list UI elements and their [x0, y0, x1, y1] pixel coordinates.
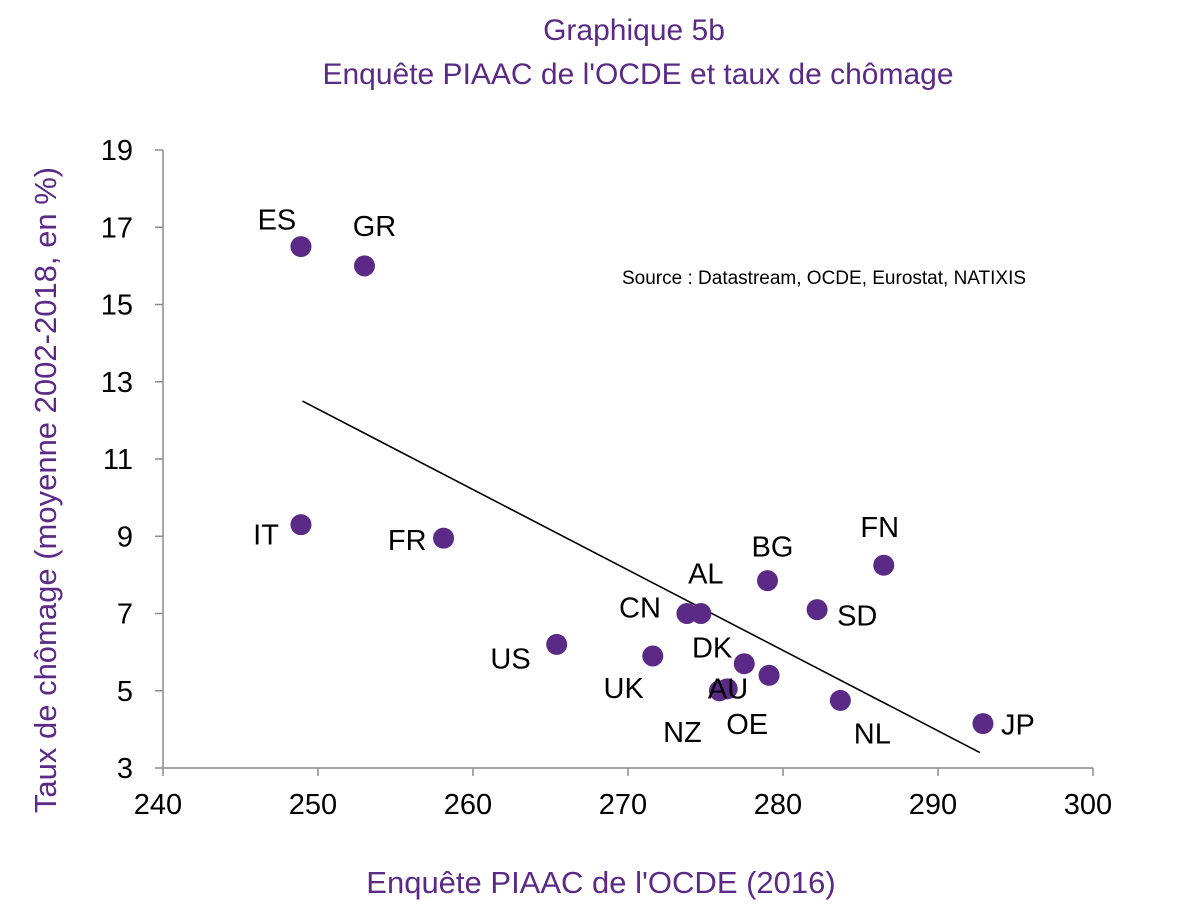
y-tick-label: 17 [101, 212, 133, 244]
point-label-uk: UK [604, 673, 645, 705]
y-tick-label: 3 [117, 753, 133, 785]
point-al [690, 603, 712, 624]
point-nl [829, 689, 851, 711]
y-tick-label: 13 [101, 367, 133, 399]
source-note: Source : Datastream, OCDE, Eurostat, NAT… [622, 268, 1026, 289]
x-tick-label: 290 [909, 789, 957, 821]
x-tick-label: 280 [754, 789, 802, 821]
point-it [290, 514, 312, 536]
x-tick-label: 270 [599, 789, 647, 821]
point-label-gr: GR [353, 211, 397, 243]
point-label-dk: DK [692, 633, 733, 665]
point-label-nl: NL [854, 718, 891, 750]
y-tick-label: 11 [103, 444, 133, 476]
point-es [290, 236, 312, 258]
point-oe [716, 678, 738, 700]
point-bg [757, 570, 778, 592]
point-label-al: AL [688, 559, 723, 591]
x-axis-title: Enquête PIAAC de l'OCDE (2016) [366, 865, 835, 900]
point-labels-group: ES GR IT FR US UK CN AL DK NZ OE BG SD AU FN NL JP [253, 205, 1035, 751]
point-label-jp: JP [1001, 710, 1035, 742]
point-fn [873, 554, 895, 576]
point-label-it: IT [253, 520, 279, 552]
x-tick-label: 260 [444, 789, 492, 821]
chart-subtitle: Enquête PIAAC de l'OCDE et taux de chôma… [322, 58, 953, 91]
point-gr [354, 255, 375, 277]
x-tick-label: 250 [289, 789, 337, 821]
point-label-sd: SD [837, 601, 877, 633]
chart-title: Graphique 5b [543, 14, 725, 47]
y-tick-label: 5 [117, 676, 133, 708]
trendline-group [302, 400, 981, 754]
x-tick-label: 240 [134, 789, 182, 821]
point-label-es: ES [258, 205, 297, 237]
axes: 3 5 7 9 11 13 15 17 19 240 250 260 270 280 290 300 [101, 135, 1112, 821]
point-jp [972, 713, 994, 735]
points-group [290, 236, 994, 735]
point-sd [806, 599, 828, 621]
point-label-bg: BG [752, 532, 794, 564]
y-tick-label: 19 [101, 135, 133, 167]
trendline [302, 400, 981, 754]
y-axis-title: Taux de chômage (moyenne 2002-2018, en %… [28, 167, 63, 813]
point-uk [642, 645, 664, 667]
point-label-nz: NZ [663, 717, 702, 749]
point-fr [433, 527, 455, 549]
y-tick-label: 7 [117, 599, 133, 631]
point-label-fr: FR [388, 525, 427, 557]
point-label-au: AU [708, 673, 748, 705]
y-tick-label: 9 [117, 521, 133, 553]
point-label-cn: CN [619, 593, 661, 625]
point-label-us: US [490, 643, 530, 675]
point-label-oe: OE [726, 709, 768, 741]
point-label-fn: FN [860, 512, 899, 544]
point-dk [733, 653, 755, 675]
point-au [758, 664, 780, 686]
point-us [546, 633, 568, 655]
x-tick-label: 300 [1064, 789, 1112, 821]
y-tick-label: 15 [101, 290, 133, 322]
